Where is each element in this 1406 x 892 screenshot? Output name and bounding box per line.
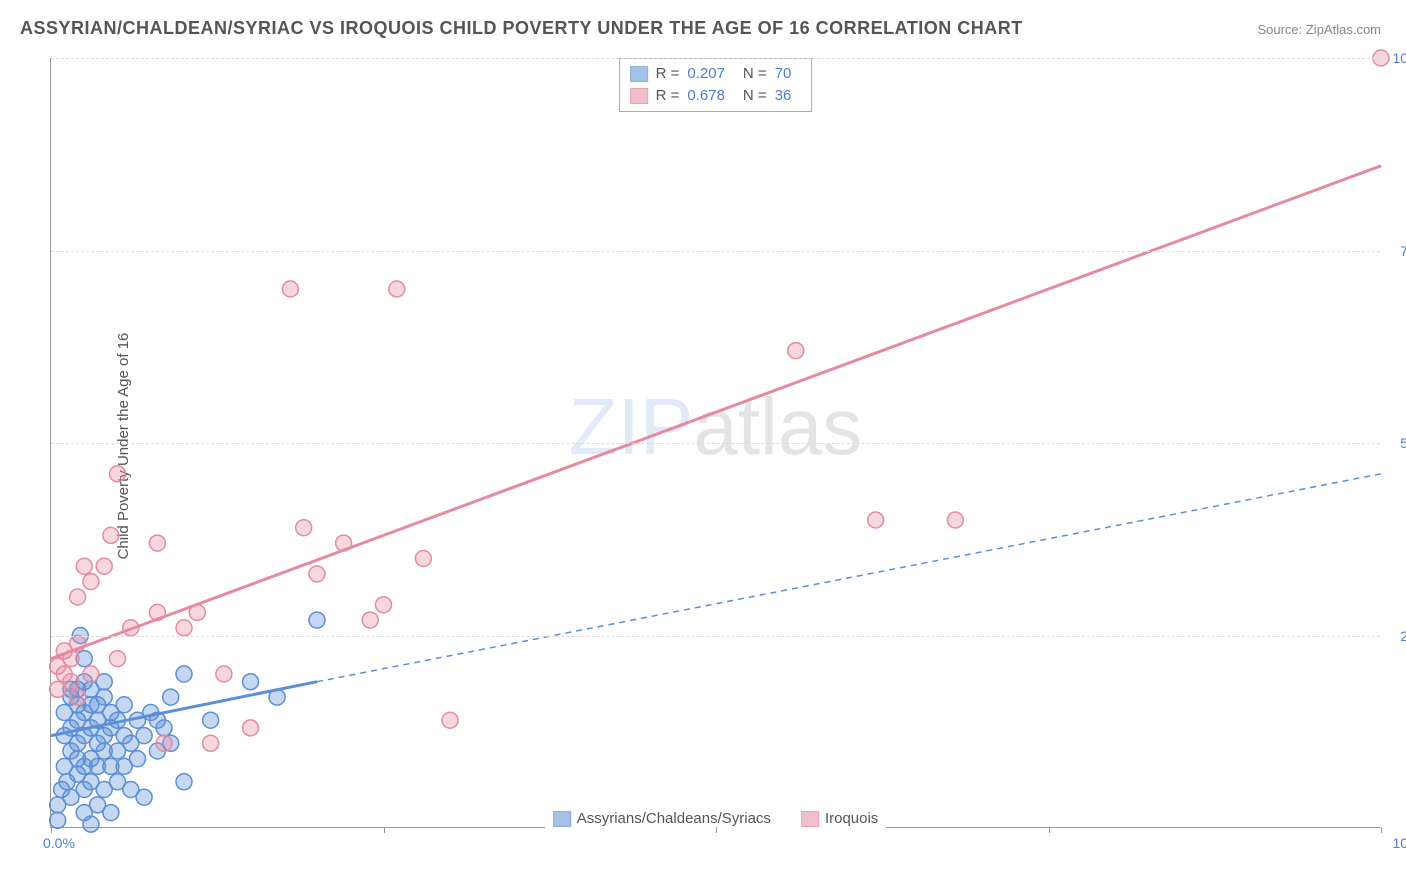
legend-swatch bbox=[801, 811, 819, 827]
legend-swatch bbox=[553, 811, 571, 827]
y-tick-label: 25.0% bbox=[1385, 628, 1406, 644]
plot-area: ZIPatlas R =0.207N =70R =0.678N =36 Assy… bbox=[50, 58, 1380, 828]
trend-line-dashed bbox=[317, 474, 1381, 682]
x-tick-label: 0.0% bbox=[43, 835, 75, 851]
data-point bbox=[76, 558, 92, 574]
n-value: 36 bbox=[775, 85, 792, 107]
data-point bbox=[70, 589, 86, 605]
data-point bbox=[389, 281, 405, 297]
grid-line bbox=[51, 58, 1380, 59]
data-point bbox=[309, 566, 325, 582]
x-tick bbox=[1049, 827, 1050, 833]
data-point bbox=[309, 612, 325, 628]
data-point bbox=[110, 651, 126, 667]
legend-label: Assyrians/Chaldeans/Syriacs bbox=[577, 810, 771, 827]
grid-line bbox=[51, 443, 1380, 444]
data-point bbox=[70, 689, 86, 705]
data-point bbox=[203, 712, 219, 728]
data-point bbox=[203, 735, 219, 751]
r-label: R = bbox=[656, 85, 680, 107]
data-point bbox=[442, 712, 458, 728]
data-point bbox=[156, 735, 172, 751]
stats-row: R = 0.207 N = 70 bbox=[630, 63, 802, 85]
x-tick bbox=[716, 827, 717, 833]
data-point bbox=[868, 512, 884, 528]
data-point bbox=[176, 620, 192, 636]
n-label: N = bbox=[743, 85, 767, 107]
grid-line bbox=[51, 251, 1380, 252]
data-point bbox=[216, 666, 232, 682]
bottom-legend: Assyrians/Chaldeans/Syriacs Iroquois bbox=[545, 808, 887, 829]
data-point bbox=[788, 343, 804, 359]
data-point bbox=[149, 535, 165, 551]
chart-title: ASSYRIAN/CHALDEAN/SYRIAC VS IROQUOIS CHI… bbox=[20, 18, 1023, 39]
data-point bbox=[103, 527, 119, 543]
grid-line bbox=[51, 636, 1380, 637]
data-point bbox=[376, 597, 392, 613]
data-point bbox=[156, 720, 172, 736]
r-value: 0.207 bbox=[687, 63, 725, 85]
data-point bbox=[136, 728, 152, 744]
chart-container: ASSYRIAN/CHALDEAN/SYRIAC VS IROQUOIS CHI… bbox=[0, 0, 1406, 892]
data-point bbox=[110, 466, 126, 482]
data-point bbox=[282, 281, 298, 297]
data-point bbox=[83, 816, 99, 832]
data-point bbox=[296, 520, 312, 536]
data-point bbox=[96, 558, 112, 574]
data-point bbox=[96, 689, 112, 705]
y-tick-label: 75.0% bbox=[1385, 243, 1406, 259]
data-point bbox=[129, 751, 145, 767]
x-tick bbox=[1381, 827, 1382, 833]
n-value: 70 bbox=[775, 63, 792, 85]
data-point bbox=[63, 674, 79, 690]
source-label: Source: ZipAtlas.com bbox=[1257, 22, 1381, 37]
stats-legend: R = 0.207 N = 70 R = 0.678 N = 36 bbox=[619, 58, 813, 112]
r-value: 0.678 bbox=[687, 85, 725, 107]
data-point bbox=[116, 697, 132, 713]
x-tick bbox=[384, 827, 385, 833]
legend-swatch bbox=[630, 88, 648, 104]
data-point bbox=[176, 774, 192, 790]
data-point bbox=[415, 551, 431, 567]
n-label: N = bbox=[743, 63, 767, 85]
data-point bbox=[176, 666, 192, 682]
data-point bbox=[243, 674, 259, 690]
data-point bbox=[163, 689, 179, 705]
stats-row: R = 0.678 N = 36 bbox=[630, 85, 802, 107]
data-point bbox=[50, 812, 66, 828]
trend-line bbox=[51, 166, 1381, 659]
data-point bbox=[362, 612, 378, 628]
data-point bbox=[243, 720, 259, 736]
data-point bbox=[83, 666, 99, 682]
r-label: R = bbox=[656, 63, 680, 85]
legend-label: Iroquois bbox=[825, 810, 878, 827]
data-point bbox=[947, 512, 963, 528]
data-point bbox=[83, 574, 99, 590]
data-point bbox=[136, 789, 152, 805]
legend-item: Iroquois bbox=[801, 810, 878, 827]
x-tick-label: 100.0% bbox=[1393, 835, 1406, 851]
data-point bbox=[103, 805, 119, 821]
x-tick bbox=[51, 827, 52, 833]
legend-item: Assyrians/Chaldeans/Syriacs bbox=[553, 810, 771, 827]
y-tick-label: 50.0% bbox=[1385, 435, 1406, 451]
y-tick-label: 100.0% bbox=[1385, 50, 1406, 66]
legend-swatch bbox=[630, 66, 648, 82]
